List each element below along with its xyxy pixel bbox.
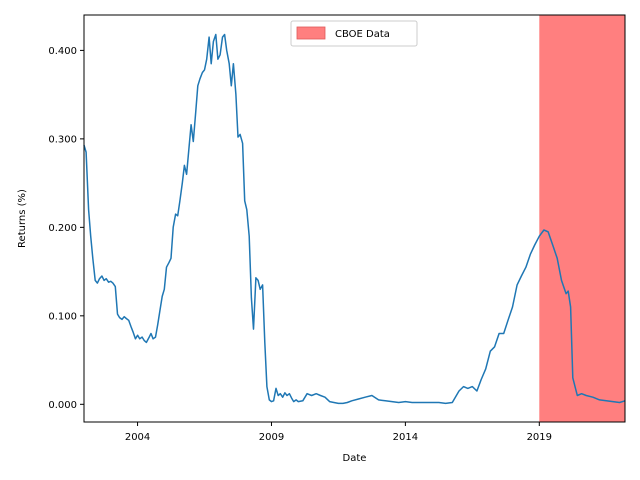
axes: 2004 2009 2014 2019 0.000 0.100 0.200 0.300 0.40… [48, 14, 626, 443]
legend-label: CBOE Data [335, 29, 390, 40]
returns-line-series [83, 33, 626, 405]
legend: CBOE Data [290, 20, 418, 47]
cboe-shaded-region [539, 15, 625, 422]
y-tick-label: 0.000 [48, 400, 77, 411]
plot-frame [83, 14, 626, 423]
y-axis-label: Returns (%) [17, 189, 28, 248]
y-tick-label: 0.400 [48, 46, 77, 57]
y-tick-label: 0.300 [48, 134, 77, 145]
y-tick-label: 0.200 [48, 223, 77, 234]
x-tick-label: 2014 [393, 432, 418, 443]
y-tick-label: 0.100 [48, 311, 77, 322]
x-axis-label: Date [343, 453, 367, 464]
legend-swatch [296, 26, 326, 40]
plot-area [83, 15, 626, 422]
x-tick-label: 2004 [125, 432, 150, 443]
x-tick-label: 2009 [259, 432, 284, 443]
x-tick-label: 2019 [527, 432, 552, 443]
